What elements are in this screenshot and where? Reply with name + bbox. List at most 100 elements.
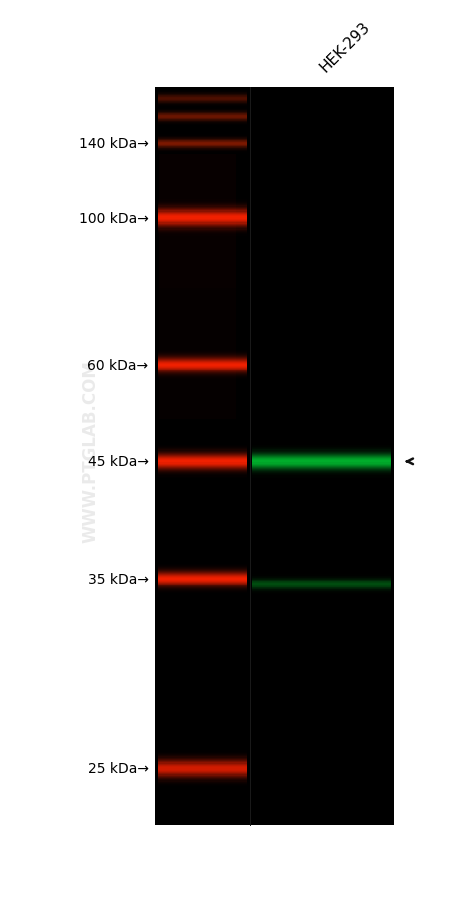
Bar <box>158 351 247 352</box>
Text: 140 kDa→: 140 kDa→ <box>79 137 148 152</box>
Bar <box>158 372 247 373</box>
Bar <box>158 211 247 212</box>
Bar <box>158 786 247 787</box>
Bar <box>252 471 391 472</box>
Bar <box>252 452 391 453</box>
Bar <box>158 573 247 574</box>
Bar <box>158 587 247 588</box>
Bar <box>252 469 391 471</box>
Bar <box>155 88 394 825</box>
Bar <box>158 378 247 379</box>
Bar <box>252 472 391 473</box>
Bar <box>158 221 247 222</box>
Bar <box>158 218 247 219</box>
Bar <box>158 204 247 205</box>
Bar <box>252 466 391 467</box>
Bar <box>158 768 247 769</box>
Bar <box>158 762 247 764</box>
Bar <box>252 463 391 464</box>
Bar <box>158 753 247 754</box>
Text: WWW.PTGLAB.COM: WWW.PTGLAB.COM <box>81 360 99 542</box>
Bar <box>158 569 247 570</box>
Bar <box>158 458 247 460</box>
Bar <box>158 223 247 225</box>
Bar <box>158 779 247 780</box>
Bar <box>158 219 247 221</box>
Bar <box>159 289 236 419</box>
Bar <box>158 226 247 228</box>
Bar <box>158 359 247 360</box>
Bar <box>158 376 247 377</box>
Bar <box>158 467 247 468</box>
Bar <box>158 362 247 363</box>
Bar <box>252 450 391 451</box>
Bar <box>158 225 247 226</box>
Bar <box>158 773 247 775</box>
Bar <box>158 565 247 566</box>
Bar <box>158 379 247 380</box>
Bar <box>158 771 247 772</box>
Bar <box>158 782 247 783</box>
Bar <box>252 474 391 476</box>
Bar <box>159 155 236 289</box>
Bar <box>158 360 247 361</box>
Bar <box>158 761 247 762</box>
Bar <box>158 217 247 218</box>
Bar <box>158 449 247 450</box>
Bar <box>158 230 247 232</box>
Bar <box>158 592 247 593</box>
Bar <box>158 780 247 782</box>
Bar <box>158 364 247 365</box>
Bar <box>158 455 247 456</box>
Bar <box>158 469 247 471</box>
Bar <box>158 353 247 354</box>
Text: 60 kDa→: 60 kDa→ <box>87 358 148 373</box>
Bar <box>158 373 247 374</box>
Bar <box>158 356 247 357</box>
Bar <box>158 468 247 469</box>
Bar <box>158 576 247 577</box>
Bar <box>158 367 247 368</box>
Bar <box>158 361 247 362</box>
Text: 45 kDa→: 45 kDa→ <box>87 455 148 469</box>
Bar <box>158 465 247 466</box>
Bar <box>158 758 247 759</box>
Bar <box>158 222 247 223</box>
Bar <box>158 207 247 208</box>
Bar <box>158 759 247 760</box>
Bar <box>158 764 247 765</box>
Bar <box>252 467 391 468</box>
Bar <box>252 458 391 460</box>
Bar <box>158 374 247 375</box>
Bar <box>158 570 247 571</box>
Bar <box>158 580 247 581</box>
Bar <box>158 588 247 589</box>
Bar <box>158 354 247 355</box>
Bar <box>158 477 247 478</box>
Bar <box>252 453 391 455</box>
Bar <box>158 755 247 757</box>
Bar <box>158 363 247 364</box>
Bar <box>158 466 247 467</box>
Bar <box>158 357 247 359</box>
Bar <box>158 461 247 462</box>
Bar <box>158 591 247 592</box>
Bar <box>158 447 247 449</box>
Bar <box>158 777 247 778</box>
Bar <box>158 216 247 217</box>
Bar <box>158 778 247 779</box>
Bar <box>158 577 247 578</box>
Bar <box>158 566 247 567</box>
Bar <box>158 776 247 777</box>
Bar <box>158 210 247 211</box>
Bar <box>158 476 247 477</box>
Bar <box>158 575 247 576</box>
Bar <box>158 584 247 585</box>
Bar <box>158 377 247 378</box>
Bar <box>252 476 391 477</box>
Bar <box>158 233 247 234</box>
Bar <box>252 457 391 458</box>
Bar <box>158 355 247 356</box>
Text: HEK-293: HEK-293 <box>317 19 373 75</box>
Bar <box>158 464 247 465</box>
